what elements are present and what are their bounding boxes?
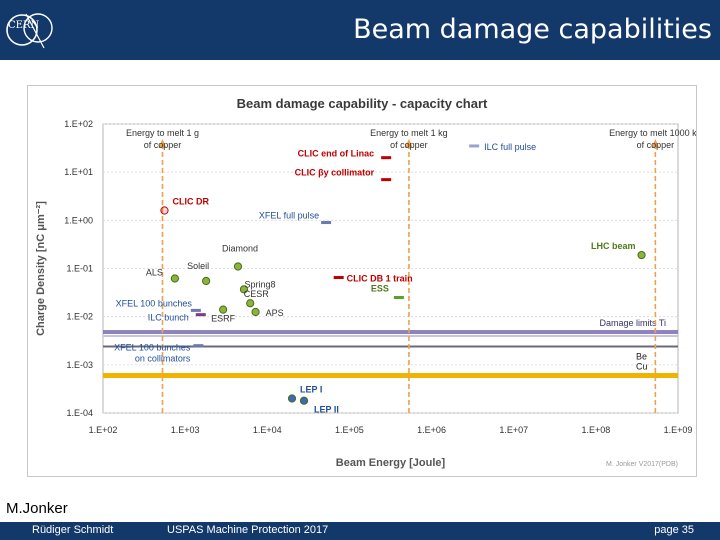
point-esrf bbox=[219, 305, 228, 314]
point-label-esrf: ESRF bbox=[211, 314, 236, 324]
point-label-clic-db-1-train: CLIC DB 1 train bbox=[347, 274, 413, 284]
point-lhc-beam bbox=[637, 250, 646, 260]
point-clic-y-collimator bbox=[381, 178, 392, 182]
point-xfel-100-bunches bbox=[193, 344, 204, 348]
point-diamond bbox=[233, 262, 243, 271]
energy-melt-arrow-icon bbox=[158, 139, 167, 148]
point-ilc-bunch bbox=[195, 313, 206, 317]
chart-watermark: M. Jonker V2017(PDB) bbox=[606, 461, 678, 468]
point-label-xfel-full-pulse: XFEL full pulse bbox=[259, 211, 319, 221]
point-label-aps: APS bbox=[266, 308, 284, 318]
energy-melt-arrow-icon bbox=[404, 139, 413, 148]
point-label-soleil: Soleil bbox=[187, 261, 209, 271]
point-label-ilc-full-pulse: ILC full pulse bbox=[484, 142, 536, 152]
energy-melt-sublabel: of copper bbox=[390, 140, 428, 150]
point-lep-ii bbox=[299, 396, 309, 405]
damage-limits-band bbox=[103, 330, 678, 335]
point-label-lep-i: LEP I bbox=[300, 385, 322, 395]
point-clic-db-1-train bbox=[333, 276, 344, 280]
y-tick-label: 1.E-04 bbox=[66, 408, 93, 418]
x-tick-label: 1.E+05 bbox=[335, 425, 364, 435]
slide-title: Beam damage capabilities bbox=[353, 14, 712, 45]
point-label-xfel-100-bunches: XFEL 100 bunches bbox=[114, 343, 191, 353]
energy-melt-label: Energy to melt 1 kg bbox=[370, 128, 448, 138]
point-label-xfel-100-bunches: XFEL 100 bunches bbox=[116, 298, 193, 308]
x-tick-label: 1.E+02 bbox=[89, 425, 118, 435]
y-tick-label: 1.E-03 bbox=[66, 360, 93, 370]
x-tick-label: 1.E+08 bbox=[581, 425, 610, 435]
energy-melt-sublabel: of copper bbox=[144, 140, 182, 150]
point-als bbox=[170, 274, 179, 283]
y-tick-label: 1.E+02 bbox=[64, 119, 93, 129]
point-label-clic-y-collimator: CLIC βy collimator bbox=[295, 168, 375, 178]
point-soleil bbox=[202, 276, 211, 286]
y-tick-label: 1.E-02 bbox=[66, 312, 93, 322]
damage-limits-label: Damage limits Ti bbox=[599, 318, 666, 328]
point-lep-i bbox=[287, 394, 297, 403]
energy-melt-arrow-icon bbox=[651, 139, 660, 148]
cu-limit-label: Cu bbox=[636, 362, 648, 372]
x-tick-label: 1.E+06 bbox=[417, 425, 446, 435]
point-label-ilc-bunch: ILC bunch bbox=[148, 313, 189, 323]
energy-melt-label: Energy to melt 1000 kg bbox=[609, 128, 696, 138]
point-label-diamond: Diamond bbox=[222, 244, 258, 254]
point-cesr bbox=[246, 299, 255, 308]
point-label-on-collimators: on collimators bbox=[135, 354, 191, 364]
point-clic-end-of-linac bbox=[381, 156, 392, 160]
point-clic-dr bbox=[160, 206, 169, 215]
energy-melt-sublabel: of copper bbox=[637, 140, 675, 150]
energy-melt-label: Energy to melt 1 g bbox=[126, 128, 199, 138]
point-ilc-full-pulse bbox=[469, 144, 480, 148]
footer-presenter: Rüdiger Schmidt bbox=[32, 524, 114, 536]
point-label-ess: ESS bbox=[371, 283, 389, 293]
point-label-clic-dr: CLIC DR bbox=[172, 197, 209, 207]
x-tick-label: 1.E+03 bbox=[171, 425, 200, 435]
cu-limit-line bbox=[103, 373, 678, 379]
y-tick-label: 1.E-01 bbox=[66, 264, 93, 274]
cern-logo-icon: CERN bbox=[6, 13, 53, 49]
point-label-lep-ii: LEP II bbox=[314, 405, 339, 415]
point-aps bbox=[251, 307, 260, 317]
damage-limits-band-shade bbox=[103, 335, 678, 338]
x-tick-label: 1.E+04 bbox=[253, 425, 282, 435]
x-tick-label: 1.E+07 bbox=[499, 425, 528, 435]
slide-footer: Rüdiger Schmidt USPAS Machine Protection… bbox=[0, 522, 720, 540]
point-ess bbox=[393, 295, 404, 299]
point-spring8 bbox=[239, 285, 249, 294]
y-tick-label: 1.E+00 bbox=[64, 215, 93, 225]
point-label-als: ALS bbox=[146, 267, 163, 277]
footer-page-number: page 35 bbox=[654, 524, 694, 536]
chart-title: Beam damage capability - capacity chart bbox=[237, 96, 488, 111]
x-axis-label: Beam Energy [Joule] bbox=[336, 457, 446, 469]
chart-panel: Beam damage capability - capacity chart 1… bbox=[27, 85, 697, 477]
author-label: M.Jonker bbox=[6, 500, 68, 517]
point-label-lhc-beam: LHC beam bbox=[591, 241, 636, 251]
cern-logo-text: CERN bbox=[8, 20, 39, 31]
y-axis-label: Charge Density [nC μm⁻²] bbox=[35, 201, 47, 336]
slide-header: CERN Beam damage capabilities bbox=[0, 0, 720, 60]
be-limit-label: Be bbox=[636, 352, 647, 362]
point-label-cesr: CESR bbox=[244, 289, 270, 299]
point-xfel-100-bunches bbox=[190, 308, 201, 312]
point-label-clic-end-of-linac: CLIC end of Linac bbox=[298, 149, 375, 159]
x-tick-label: 1.E+09 bbox=[664, 425, 693, 435]
point-xfel-full-pulse bbox=[321, 221, 332, 225]
damage-capability-chart: Beam damage capability - capacity chart 1… bbox=[35, 96, 696, 469]
footer-event: USPAS Machine Protection 2017 bbox=[167, 524, 329, 536]
y-tick-label: 1.E+01 bbox=[64, 167, 93, 177]
point-label-spring8: Spring8 bbox=[244, 279, 275, 289]
